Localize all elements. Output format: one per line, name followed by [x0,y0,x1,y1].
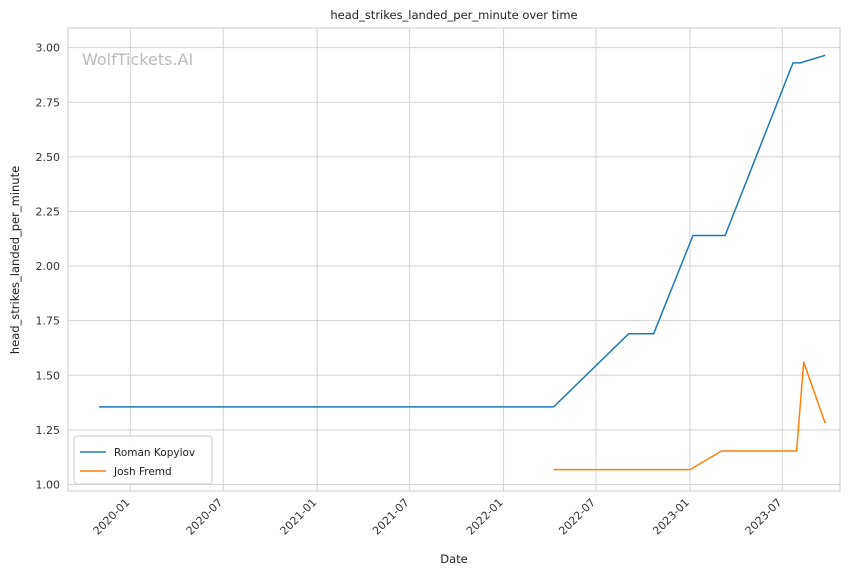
y-tick-label: 2.75 [36,96,61,109]
legend-label-josh-fremd: Josh Fremd [113,466,172,478]
series-lines [99,54,826,471]
x-tick-label: 2020-01 [91,496,133,538]
x-tick-label: 2023-01 [650,496,692,538]
y-tick-label: 1.75 [36,315,61,328]
x-tick-label: 2022-01 [464,496,506,538]
y-tick-label: 3.00 [36,42,61,55]
legend-box [73,435,213,485]
y-tick-label: 2.50 [36,151,61,164]
x-axis-ticks: 2020-01 2020-07 2021-01 2021-07 2022-01 2022-… [91,496,785,538]
x-tick-label: 2020-07 [184,496,226,538]
y-tick-label: 2.00 [36,260,61,273]
legend-label-roman-kopylov: Roman Kopylov [114,447,195,459]
y-tick-label: 1.50 [36,369,61,382]
x-tick-label: 2021-01 [278,496,320,538]
x-tick-label: 2021-07 [370,496,412,538]
y-axis-title: head_strikes_landed_per_minute [8,166,22,354]
y-tick-label: 2.25 [36,205,61,218]
series-line-1 [553,361,826,471]
grid-lines [68,28,840,491]
x-axis-title: Date [440,552,468,566]
plot-area [67,27,841,492]
y-tick-label: 1.00 [36,478,61,491]
y-tick-label: 1.25 [36,424,61,437]
x-tick-label: 2023-07 [743,496,785,538]
watermark: WolfTickets.AI [82,50,193,69]
chart-title: head_strikes_landed_per_minute over time [330,8,577,22]
y-axis-ticks: 1.00 1.25 1.50 1.75 2.00 2.25 2.50 2.75 3.00 [36,42,61,492]
x-tick-label: 2022-07 [556,496,598,538]
series-line-0 [99,54,826,408]
legend: Roman Kopylov Josh Fremd [73,435,213,485]
